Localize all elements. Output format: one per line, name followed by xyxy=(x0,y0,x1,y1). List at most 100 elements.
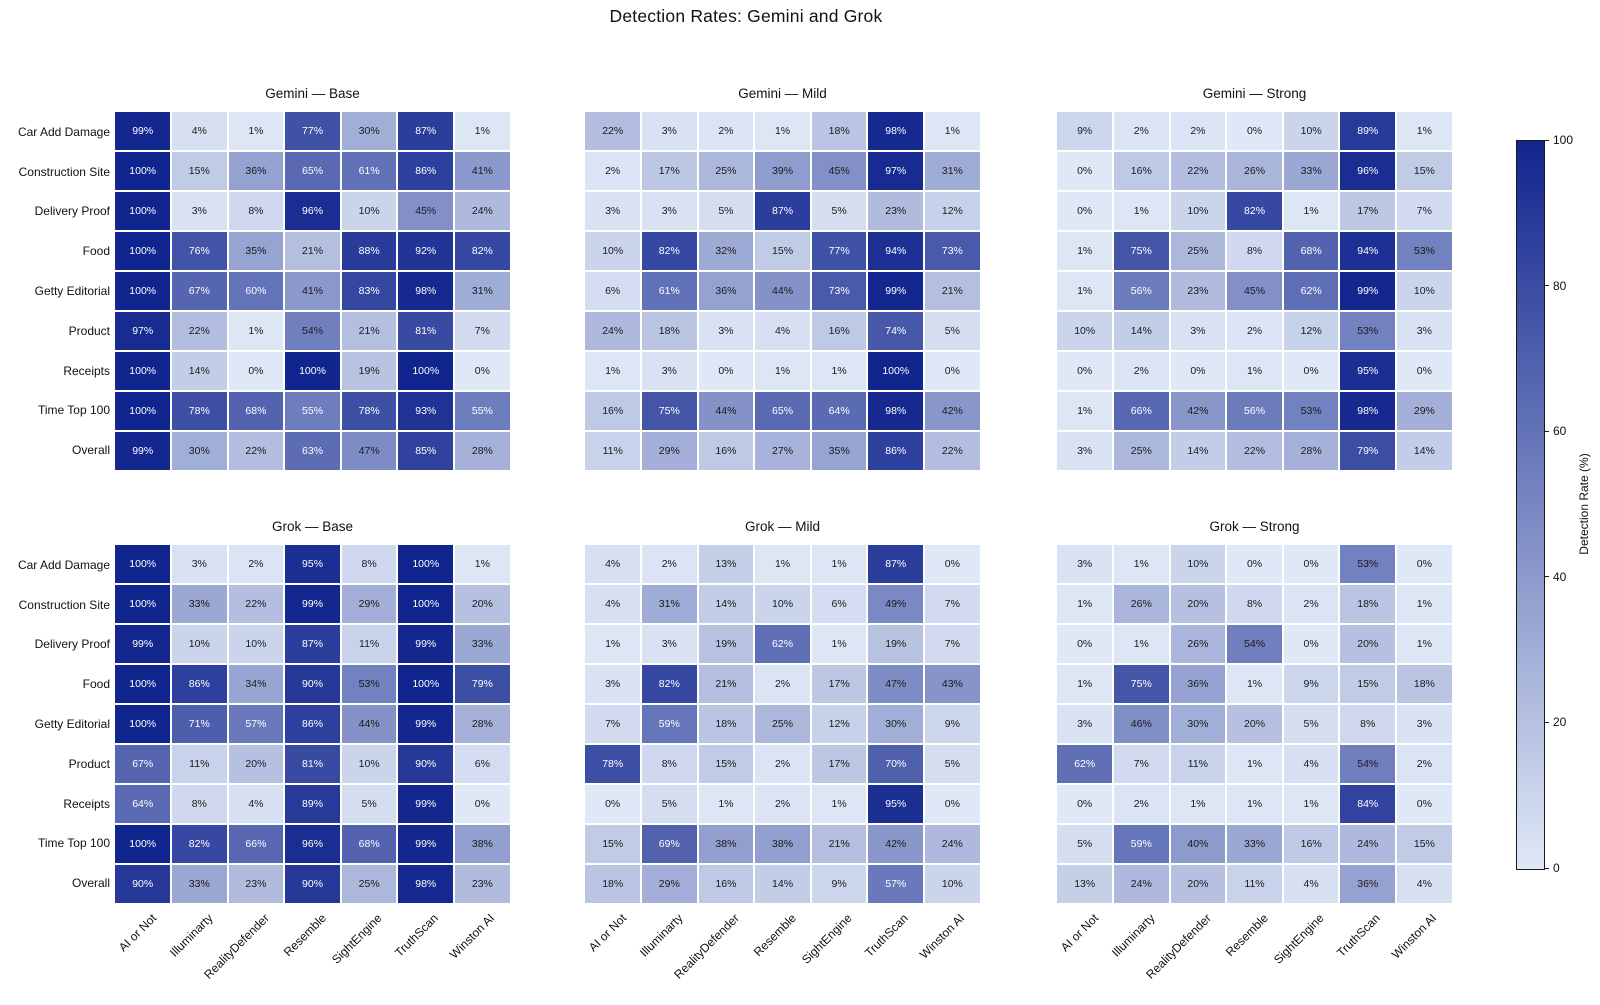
heatmap-cell: 6% xyxy=(585,272,640,310)
heatmap-cell: 1% xyxy=(585,352,640,390)
heatmap-cell: 68% xyxy=(1283,232,1339,270)
heatmap-cell: 71% xyxy=(172,705,227,743)
heatmap-cell: 1% xyxy=(755,545,810,583)
heatmap-cell: 83% xyxy=(341,272,397,310)
heatmap-cell: 1% xyxy=(1283,192,1339,230)
heatmap-cell: 87% xyxy=(755,192,810,230)
heatmap-cell: 1% xyxy=(455,112,510,150)
heatmap-cell: 11% xyxy=(341,625,397,663)
heatmap-cell: 99% xyxy=(398,785,454,823)
heatmap-cell: 36% xyxy=(228,152,284,190)
heatmap-cell: 31% xyxy=(455,272,510,310)
heatmap-cell: 5% xyxy=(811,192,867,230)
heatmap-cell: 13% xyxy=(698,545,754,583)
heatmap-cell: 2% xyxy=(1283,585,1339,623)
heatmap-cell: 53% xyxy=(1283,392,1339,430)
column-tick-label: TruthScan xyxy=(392,911,442,960)
subplot-title: Grok — Mild xyxy=(745,519,821,534)
heatmap-cell: 95% xyxy=(285,545,340,583)
heatmap-cell: 99% xyxy=(398,825,454,863)
heatmap-cell: 30% xyxy=(1170,705,1226,743)
heatmap-cell: 7% xyxy=(925,585,980,623)
heatmap-cell: 26% xyxy=(1170,625,1226,663)
heatmap-cell: 3% xyxy=(1170,312,1226,350)
heatmap-cell: 54% xyxy=(1340,745,1396,783)
heatmap-cell: 15% xyxy=(585,825,640,863)
heatmap-cell: 8% xyxy=(1227,585,1282,623)
colorbar-tick xyxy=(1544,139,1549,141)
colorbar-tick-label: 0 xyxy=(1553,861,1560,875)
column-tick-label: Winston AI xyxy=(916,911,968,962)
heatmap-cell: 24% xyxy=(925,825,980,863)
heatmap-cell: 1% xyxy=(1057,272,1112,310)
heatmap-cell: 33% xyxy=(1227,825,1282,863)
heatmap-cell: 98% xyxy=(868,112,924,150)
heatmap-cell: 98% xyxy=(398,272,454,310)
heatmap-cell: 99% xyxy=(398,625,454,663)
heatmap-cell: 40% xyxy=(1170,825,1226,863)
heatmap-cell: 14% xyxy=(172,352,227,390)
heatmap-cell: 3% xyxy=(585,665,640,703)
column-tick-label: Illuminarty xyxy=(637,911,686,960)
row-tick-label: Construction Site xyxy=(18,597,110,612)
heatmap-cell: 1% xyxy=(1397,112,1452,150)
heatmap-cell: 20% xyxy=(455,585,510,623)
heatmap-cell: 8% xyxy=(1227,232,1282,270)
heatmap-cell: 10% xyxy=(1057,312,1112,350)
heatmap-cell: 16% xyxy=(698,432,754,470)
heatmap-cell: 0% xyxy=(1057,152,1112,190)
heatmap-cell: 26% xyxy=(1227,152,1282,190)
heatmap-cell: 100% xyxy=(868,352,924,390)
heatmap-cell: 2% xyxy=(755,745,810,783)
column-tick-label: SightEngine xyxy=(799,911,855,967)
heatmap-cell: 88% xyxy=(341,232,397,270)
heatmap-cell: 0% xyxy=(1397,785,1452,823)
heatmap-cell: 0% xyxy=(1283,352,1339,390)
heatmap-cell: 28% xyxy=(1283,432,1339,470)
heatmap-cell: 70% xyxy=(868,745,924,783)
heatmap-cell: 5% xyxy=(1057,825,1112,863)
heatmap-cell: 10% xyxy=(341,192,397,230)
heatmap-cell: 44% xyxy=(341,705,397,743)
heatmap-cell: 1% xyxy=(811,625,867,663)
heatmap-cell: 24% xyxy=(585,312,640,350)
heatmap-cell: 7% xyxy=(1114,745,1169,783)
heatmap-cell: 100% xyxy=(115,665,170,703)
heatmap-cell: 1% xyxy=(1057,232,1112,270)
heatmap-cell: 4% xyxy=(228,785,284,823)
row-tick-label: Construction Site xyxy=(18,164,110,179)
heatmap-cell: 84% xyxy=(1340,785,1396,823)
heatmap-cell: 9% xyxy=(811,865,867,903)
heatmap-cell: 20% xyxy=(1170,585,1226,623)
heatmap-cell: 62% xyxy=(755,625,810,663)
heatmap-cell: 0% xyxy=(1283,545,1339,583)
heatmap-cell: 100% xyxy=(398,352,454,390)
heatmap-cell: 29% xyxy=(341,585,397,623)
heatmap-cell: 7% xyxy=(925,625,980,663)
heatmap-cell: 1% xyxy=(1227,352,1282,390)
heatmap-cell: 95% xyxy=(1340,352,1396,390)
heatmap-cell: 81% xyxy=(398,312,454,350)
heatmap-cell: 18% xyxy=(585,865,640,903)
heatmap-cell: 8% xyxy=(172,785,227,823)
heatmap-cell: 100% xyxy=(398,665,454,703)
heatmap-cell: 0% xyxy=(1057,192,1112,230)
heatmap-cell: 99% xyxy=(285,585,340,623)
heatmap-cell: 60% xyxy=(228,272,284,310)
heatmap-cell: 89% xyxy=(285,785,340,823)
heatmap-cell: 5% xyxy=(925,312,980,350)
heatmap-cell: 0% xyxy=(925,352,980,390)
colorbar-tick-label: 80 xyxy=(1553,278,1567,293)
heatmap-cell: 17% xyxy=(642,152,697,190)
heatmap-cell: 95% xyxy=(868,785,924,823)
heatmap-cell: 100% xyxy=(115,272,170,310)
heatmap-cell: 0% xyxy=(455,785,510,823)
heatmap-cell: 78% xyxy=(585,745,640,783)
heatmap-cell: 0% xyxy=(228,352,284,390)
heatmap-cell: 29% xyxy=(1397,392,1452,430)
heatmap-cell: 66% xyxy=(228,825,284,863)
heatmap-cell: 59% xyxy=(642,705,697,743)
heatmap-cell: 14% xyxy=(1397,432,1452,470)
heatmap-cell: 1% xyxy=(1227,745,1282,783)
heatmap-cell: 53% xyxy=(1340,312,1396,350)
